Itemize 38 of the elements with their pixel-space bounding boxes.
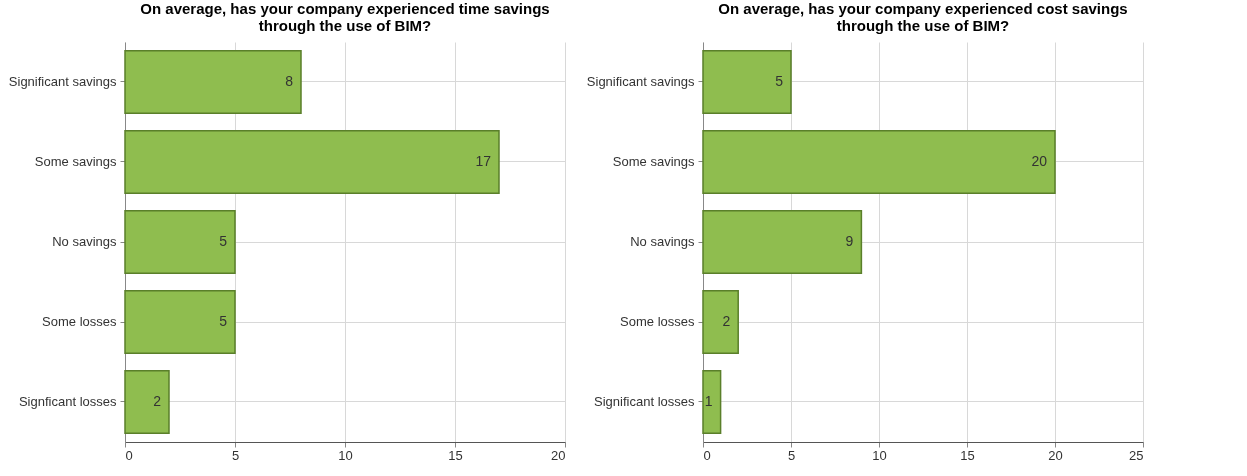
bar xyxy=(702,290,739,354)
x-tick-label: 25 xyxy=(1129,447,1144,463)
x-tick-label: 10 xyxy=(338,447,353,463)
bar xyxy=(702,370,722,434)
x-tick-label: 5 xyxy=(231,447,240,463)
chart-title: On average, has your company experienced cost savings through the use of BIM? xyxy=(718,0,1128,34)
y-tick-label: Significant losses xyxy=(594,394,695,409)
y-tick-label: Significant savings xyxy=(586,74,695,89)
y-tick-label: Some savings xyxy=(612,154,695,169)
data-label: 8 xyxy=(285,73,294,89)
y-tick-label: Some losses xyxy=(620,314,695,329)
y-tick-label: Some losses xyxy=(42,314,117,329)
x-tick-label: 15 xyxy=(960,447,975,463)
bar xyxy=(702,210,863,274)
y-tick-label: No savings xyxy=(52,234,117,249)
bar xyxy=(702,130,1056,194)
x-tick-label: 0 xyxy=(125,447,133,463)
data-label: 2 xyxy=(722,313,731,329)
chart-title: On average, has your company experienced time savings through the use of BIM? xyxy=(140,0,550,34)
y-tick-label: Signficant losses xyxy=(18,394,117,409)
y-tick-label: Some savings xyxy=(34,154,117,169)
data-label: 9 xyxy=(845,233,854,249)
x-tick-label: 5 xyxy=(787,447,796,463)
y-tick-label: Significant savings xyxy=(8,74,117,89)
bar xyxy=(702,50,792,114)
data-label: 20 xyxy=(1031,153,1048,169)
x-tick-label: 20 xyxy=(1048,447,1063,463)
x-tick-label: 20 xyxy=(551,447,566,463)
y-tick-label: No savings xyxy=(630,234,695,249)
data-label: 5 xyxy=(219,313,228,329)
data-label: 5 xyxy=(219,233,228,249)
x-tick-label: 0 xyxy=(703,447,711,463)
data-label: 1 xyxy=(704,393,713,409)
x-tick-label: 15 xyxy=(448,447,463,463)
data-label: 2 xyxy=(153,393,162,409)
data-label: 5 xyxy=(775,73,784,89)
data-label: 17 xyxy=(475,153,492,169)
x-tick-label: 10 xyxy=(872,447,887,463)
